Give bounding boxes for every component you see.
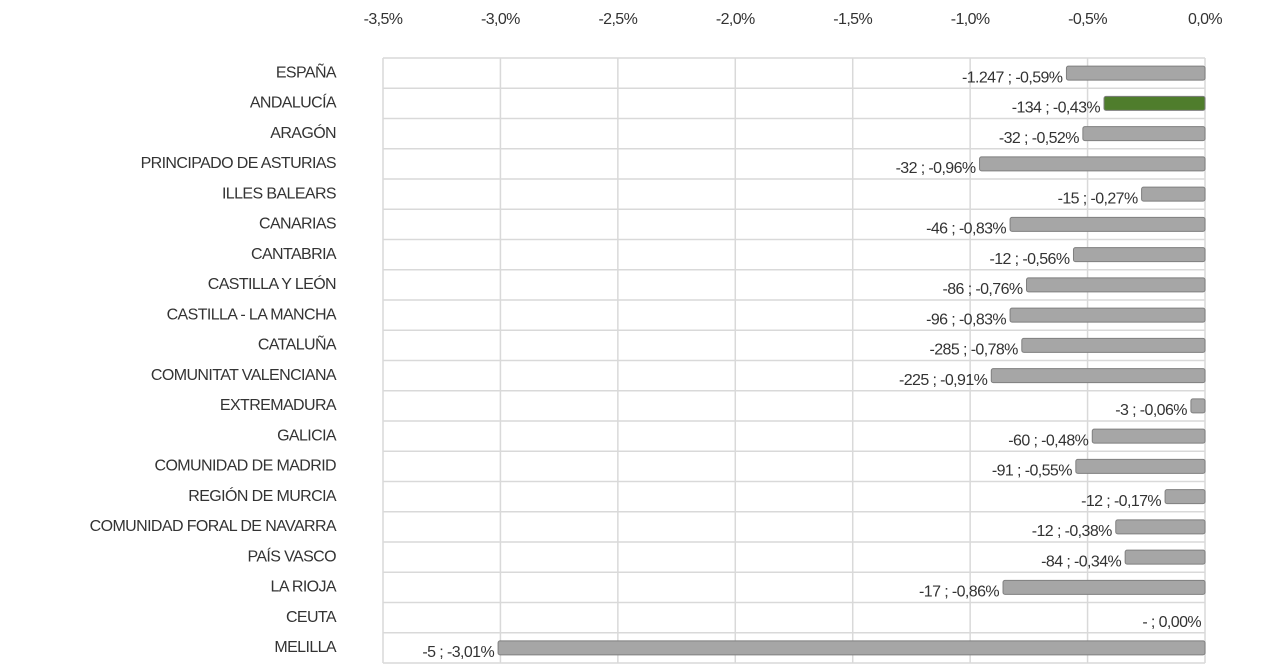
bar	[1124, 549, 1206, 565]
data-label: -12 ; -0,38%	[1032, 523, 1112, 540]
data-label: -84 ; -0,34%	[1041, 553, 1121, 570]
y-tick-label: CATALUÑA	[258, 334, 337, 354]
data-label: -12 ; -0,17%	[1081, 493, 1161, 510]
y-tick-label: COMUNITAT VALENCIANA	[151, 367, 337, 384]
data-label: -60 ; -0,48%	[1008, 432, 1088, 449]
data-label: -12 ; -0,56%	[990, 251, 1070, 268]
y-tick-label: CANARIAS	[259, 216, 336, 233]
x-tick-label: -1,5%	[833, 11, 872, 28]
data-label: -96 ; -0,83%	[926, 311, 1006, 328]
bar	[497, 640, 1206, 656]
y-tick-label: ESPAÑA	[276, 61, 337, 81]
y-tick-label: MELILLA	[274, 639, 337, 656]
bar	[1141, 186, 1206, 202]
x-tick-label: 0,0%	[1188, 11, 1222, 28]
y-tick-label: GALICIA	[277, 427, 337, 444]
data-label: -3 ; -0,06%	[1115, 402, 1187, 419]
bar	[1021, 337, 1206, 353]
x-tick-label: -1,0%	[951, 11, 990, 28]
data-label: -225 ; -0,91%	[899, 372, 988, 389]
x-tick-label: -2,0%	[716, 11, 755, 28]
bar	[1164, 489, 1206, 505]
x-tick-label: -3,0%	[481, 11, 520, 28]
data-label: -1.247 ; -0,59%	[962, 69, 1063, 86]
y-tick-label: PRINCIPADO DE ASTURIAS	[141, 155, 336, 172]
y-tick-label: ANDALUCÍA	[250, 93, 337, 112]
bar	[1065, 65, 1206, 81]
y-tick-label: ARAGÓN	[270, 123, 336, 142]
bar	[1009, 307, 1206, 323]
data-label: -5 ; -3,01%	[422, 644, 494, 661]
data-label: -32 ; -0,96%	[896, 160, 976, 177]
data-label: -86 ; -0,76%	[943, 281, 1023, 298]
y-tick-label: EXTREMADURA	[220, 397, 337, 414]
bar	[1075, 458, 1206, 474]
bar	[1091, 428, 1206, 444]
y-tick-label: LA RIOJA	[271, 579, 337, 596]
data-label: -46 ; -0,83%	[926, 221, 1006, 238]
bar	[1115, 519, 1206, 535]
x-tick-label: -3,5%	[364, 11, 403, 28]
y-tick-label: CANTABRIA	[251, 246, 337, 263]
y-tick-label: CEUTA	[286, 609, 337, 626]
bar	[1002, 579, 1206, 595]
y-tick-label: COMUNIDAD FORAL DE NAVARRA	[90, 518, 337, 535]
y-tick-label: REGIÓN DE MURCIA	[188, 486, 337, 505]
y-tick-label: COMUNIDAD DE MADRID	[155, 458, 337, 475]
y-tick-label: CASTILLA Y LEÓN	[208, 274, 336, 293]
bar	[990, 368, 1206, 384]
data-label: -134 ; -0,43%	[1012, 100, 1101, 117]
bar	[1082, 126, 1206, 142]
data-label: -17 ; -0,86%	[919, 584, 999, 601]
data-label: -32 ; -0,52%	[999, 130, 1079, 147]
data-label: -285 ; -0,78%	[930, 342, 1019, 359]
y-tick-label: CASTILLA - LA MANCHA	[167, 306, 337, 323]
x-tick-label: -2,5%	[598, 11, 637, 28]
bar	[1026, 277, 1206, 293]
data-label: - ; 0,00%	[1142, 614, 1201, 631]
data-label: -15 ; -0,27%	[1058, 190, 1138, 207]
bar	[1103, 95, 1206, 111]
bar	[1009, 216, 1206, 232]
bar	[1190, 398, 1206, 414]
y-tick-label: ILLES BALEARS	[222, 185, 336, 202]
bar	[979, 156, 1206, 172]
bar	[1072, 247, 1206, 263]
data-label: -91 ; -0,55%	[992, 463, 1072, 480]
y-tick-label: PAÍS VASCO	[247, 546, 336, 565]
x-tick-label: -0,5%	[1068, 11, 1107, 28]
